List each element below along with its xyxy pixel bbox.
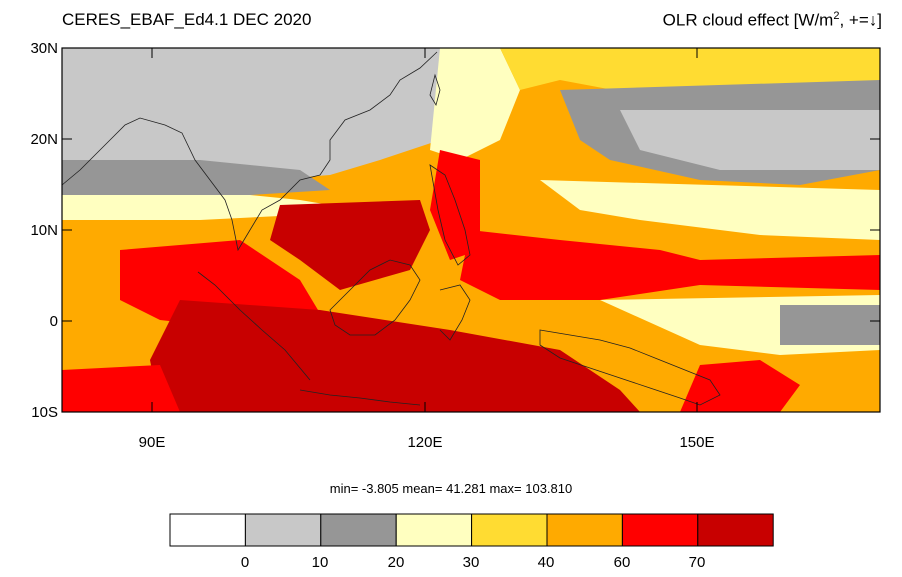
heatmap-region-gray-south xyxy=(780,305,880,345)
y-tick-label-20n: 20N xyxy=(30,131,58,148)
heatmap-region-red-philippines xyxy=(430,150,480,260)
colorbar xyxy=(169,513,774,547)
map-heatmap xyxy=(62,48,880,412)
coastline-sulawesi xyxy=(439,284,471,341)
heatmap-region-red-southeast xyxy=(680,360,800,412)
variable-label: OLR cloud effect [W/m xyxy=(662,10,834,30)
heatmap-region-dark-red-scs xyxy=(270,200,430,290)
heatmap-region-coast-strip xyxy=(440,48,455,120)
heatmap-region-dark-gray xyxy=(62,160,330,200)
heatmap-region-pale-yellow xyxy=(62,195,330,220)
y-tick-label-0: 0 xyxy=(49,313,58,330)
axis-ticks xyxy=(62,47,880,413)
x-tick-label-120e: 120E xyxy=(407,434,443,451)
heatmap-region-pale-yellow-east xyxy=(540,180,880,240)
colorbar-swatch-4 xyxy=(471,513,548,547)
colorbar-label-20: 20 xyxy=(387,554,405,571)
coastline-borneo xyxy=(329,259,421,336)
y-tick-label-30n: 30N xyxy=(30,40,58,57)
heatmap-region-dark-red-indonesia xyxy=(150,300,640,412)
unit-exponent: 2 xyxy=(833,10,840,22)
heatmap-region-pale-yellow-north xyxy=(430,48,520,160)
colorbar-swatch-3 xyxy=(395,513,473,547)
colorbar-label-30: 30 xyxy=(462,554,480,571)
map-title: CERES_EBAF_Ed4.1 DEC 2020 xyxy=(62,10,312,29)
heatmap-region-light-gray-east xyxy=(620,110,880,170)
coastline-java xyxy=(299,389,421,406)
coastline-asia xyxy=(61,51,438,252)
coastline-philippines xyxy=(429,164,471,266)
colorbar-label-60: 60 xyxy=(613,554,631,571)
x-tick-label-90e: 90E xyxy=(138,434,166,451)
map-variable-title: OLR cloud effect [W/m2, +=↓] xyxy=(663,10,882,31)
colorbar-swatch-0 xyxy=(169,513,246,547)
colorbar-label-70: 70 xyxy=(688,554,706,571)
colorbar-label-10: 10 xyxy=(311,554,329,571)
map-statistics: min= -3.805 mean= 41.281 max= 103.810 xyxy=(329,481,573,496)
colorbar-swatch-6 xyxy=(621,513,699,547)
coastlines xyxy=(61,51,721,406)
coastline-taiwan xyxy=(429,73,441,107)
colorbar-swatch-1 xyxy=(244,513,322,547)
coastline-sumatra xyxy=(197,271,311,381)
colorbar-label-0: 0 xyxy=(240,554,250,571)
y-tick-label-10n: 10N xyxy=(30,222,58,239)
x-tick-label-150e: 150E xyxy=(679,434,715,451)
y-tick-label-10s: 10S xyxy=(31,404,58,421)
variable-sign-note: , +=↓] xyxy=(839,10,882,30)
heatmap-region-light-gray xyxy=(62,48,440,190)
colorbar-swatch-5 xyxy=(546,513,623,547)
heatmap-region-red-east xyxy=(460,230,880,300)
coastline-new-guinea xyxy=(539,329,721,406)
colorbar-swatch-2 xyxy=(320,513,397,547)
heatmap-region-red-southwest xyxy=(62,365,180,412)
colorbar-label-40: 40 xyxy=(537,554,555,571)
colorbar-swatch-7 xyxy=(697,513,774,547)
